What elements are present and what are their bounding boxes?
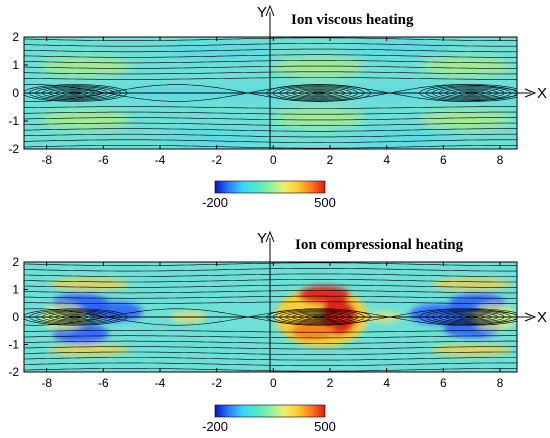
chart-panel-2: -8 -6 -4 -2 0 2 4 6 8 2 1 0 -1 -2 Y X Ion compressional … — [8, 230, 547, 434]
x-tick-label: 0 — [270, 376, 277, 390]
x-tick-label: -2 — [211, 376, 222, 390]
heatmap-separatrix-band — [431, 344, 512, 356]
y-tick-label: 0 — [12, 86, 19, 100]
heatmap-warm-band — [41, 57, 132, 76]
y-tick-label: 2 — [12, 30, 19, 44]
x-tick-label: 6 — [440, 153, 447, 167]
colorbar-min-label: -200 — [202, 419, 228, 434]
x-tick-label: -4 — [155, 153, 166, 167]
heatmap-warm-band — [273, 58, 364, 77]
y-axis-arrow — [265, 4, 275, 17]
heatmap-cool-band — [345, 38, 456, 59]
y-tick-label: -2 — [8, 142, 19, 156]
heatmap-separatrix-band — [431, 278, 512, 290]
colorbar — [214, 404, 326, 418]
colorbar-max-label: 500 — [314, 419, 336, 434]
heatmap-separatrix-band — [49, 278, 130, 290]
y-axis-arrow — [265, 230, 275, 243]
heatmap-cool-band — [161, 127, 272, 148]
x-tick-label: 6 — [440, 376, 447, 390]
x-tick-label: 8 — [497, 153, 504, 167]
x-axis-label: X — [537, 85, 547, 102]
colorbar-max-label: 500 — [314, 195, 336, 210]
heatmap-cool-band — [345, 127, 456, 148]
panel-title: Ion viscous heating — [291, 12, 414, 28]
heatmap-warm-band — [41, 110, 132, 129]
x-axis-arrow — [524, 312, 537, 322]
y-axis-label: Y — [257, 4, 267, 21]
x-tick-label: 2 — [327, 376, 334, 390]
y-tick-label: 0 — [12, 310, 19, 324]
heatmap-separatrix-band — [49, 344, 130, 356]
x-tick-label: 4 — [383, 153, 390, 167]
y-tick-label: 2 — [12, 255, 19, 269]
heatmap-cold-spot — [409, 304, 466, 325]
y-tick-label: -2 — [8, 365, 19, 379]
x-tick-label: -8 — [41, 153, 52, 167]
x-tick-label: -8 — [41, 376, 52, 390]
heatmap-warm-band — [421, 57, 511, 76]
y-tick-label: -1 — [8, 338, 19, 352]
x-tick-label: 4 — [383, 376, 390, 390]
colorbar — [214, 180, 326, 194]
y-tick-label: 1 — [12, 58, 19, 72]
x-tick-label: 2 — [327, 153, 334, 167]
y-tick-label: 1 — [12, 283, 19, 297]
x-tick-label: -6 — [98, 153, 109, 167]
colorbar-min-label: -200 — [202, 195, 228, 210]
x-tick-label: -6 — [98, 376, 109, 390]
chart-panel-1: -8 -6 -4 -2 0 2 4 6 8 2 1 0 -1 -2 Y X Ion viscous heatin… — [8, 4, 547, 210]
y-axis-label: Y — [257, 230, 267, 247]
heatmap-hot-spot — [291, 321, 335, 340]
x-tick-label: -2 — [211, 153, 222, 167]
x-tick-label: -4 — [155, 376, 166, 390]
heatmap-cool-band — [161, 41, 272, 61]
heatmap-warm-band — [273, 109, 364, 128]
heatmap-warm-band — [421, 110, 511, 129]
x-tick-label: 0 — [270, 153, 277, 167]
x-axis-label: X — [537, 309, 547, 326]
panel-title: Ion compressional heating — [295, 237, 464, 253]
y-tick-label: -1 — [8, 114, 19, 128]
x-axis-arrow — [524, 88, 537, 98]
x-tick-label: 8 — [497, 376, 504, 390]
